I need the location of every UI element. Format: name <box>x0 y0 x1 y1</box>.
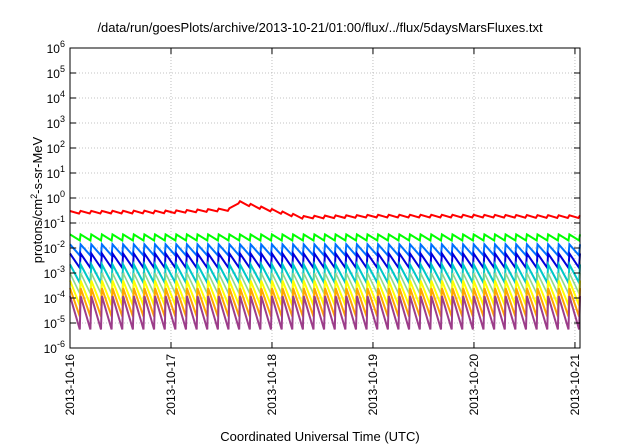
y-tick-label: 10-3 <box>44 264 65 281</box>
y-tick-base: 10 <box>44 342 58 356</box>
y-tick-exponent: -1 <box>57 214 65 224</box>
y-tick-label: 10-5 <box>44 314 65 331</box>
y-tick-base: 10 <box>47 92 61 106</box>
y-tick-exponent: 6 <box>60 39 65 49</box>
series-line-1 <box>69 232 581 243</box>
y-tick-label: 106 <box>47 39 65 56</box>
y-tick-base: 10 <box>44 242 58 256</box>
y-tick-base: 10 <box>44 317 58 331</box>
series-line-0 <box>69 199 581 220</box>
y-tick-base: 10 <box>47 42 61 56</box>
y-tick-label: 10-1 <box>44 214 65 231</box>
y-tick-label: 10-2 <box>44 239 65 256</box>
y-tick-exponent: -4 <box>57 289 65 299</box>
x-tick-label: 2013-10-19 <box>366 354 380 416</box>
y-tick-base: 10 <box>47 117 61 131</box>
y-axis-label-suffix: -s-sr-MeV <box>30 136 46 194</box>
y-tick-base: 10 <box>47 192 61 206</box>
series-line-8 <box>69 295 581 330</box>
y-tick-exponent: -6 <box>57 339 65 349</box>
y-tick-exponent: -5 <box>57 314 65 324</box>
series-line-2 <box>69 241 581 258</box>
y-tick-label: 100 <box>47 189 65 206</box>
y-tick-exponent: -3 <box>57 264 65 274</box>
x-tick-label: 2013-10-21 <box>568 354 582 416</box>
y-tick-exponent: 0 <box>60 189 65 199</box>
x-tick-label: 2013-10-16 <box>63 354 77 416</box>
y-tick-base: 10 <box>44 217 58 231</box>
y-tick-label: 105 <box>47 64 65 81</box>
y-tick-exponent: 1 <box>60 164 65 174</box>
y-tick-labels: 10-610-510-410-310-210-11001011021031041… <box>44 39 65 356</box>
chart-title: /data/run/goesPlots/archive/2013-10-21/0… <box>97 20 543 35</box>
series-line-5 <box>69 272 581 294</box>
series-group <box>69 199 581 330</box>
x-tick-labels: 2013-10-16 2013-10-17 2013-10-18 2013-10-19… <box>63 354 582 416</box>
y-tick-label: 10-4 <box>44 289 65 306</box>
y-tick-base: 10 <box>44 292 58 306</box>
axis-ticks <box>69 47 580 349</box>
series-line-6 <box>69 280 581 306</box>
y-tick-label: 102 <box>47 139 65 156</box>
y-tick-base: 10 <box>47 142 61 156</box>
x-tick-label: 2013-10-20 <box>467 354 481 416</box>
series-line-7 <box>69 287 581 317</box>
y-axis-label-prefix: protons/cm <box>30 198 46 264</box>
y-tick-base: 10 <box>47 67 61 81</box>
y-tick-exponent: -2 <box>57 239 65 249</box>
y-tick-exponent: 2 <box>60 139 65 149</box>
y-tick-label: 104 <box>47 89 65 106</box>
y-axis-label: protons/cm2-s-sr-MeV <box>29 137 45 263</box>
y-tick-base: 10 <box>44 267 58 281</box>
y-tick-label: 10-6 <box>44 339 65 356</box>
y-tick-exponent: 3 <box>60 114 65 124</box>
y-axis-label-sup: 2 <box>28 193 39 199</box>
y-tick-exponent: 5 <box>60 64 65 74</box>
y-tick-label: 101 <box>47 164 65 181</box>
x-axis-label: Coordinated Universal Time (UTC) <box>220 429 420 444</box>
x-tick-label: 2013-10-18 <box>265 354 279 416</box>
y-tick-label: 103 <box>47 114 65 131</box>
y-tick-exponent: 4 <box>60 89 65 99</box>
series-line-3 <box>69 250 581 271</box>
y-tick-base: 10 <box>47 167 61 181</box>
series-line-4 <box>69 260 581 287</box>
x-tick-label: 2013-10-17 <box>164 354 178 416</box>
